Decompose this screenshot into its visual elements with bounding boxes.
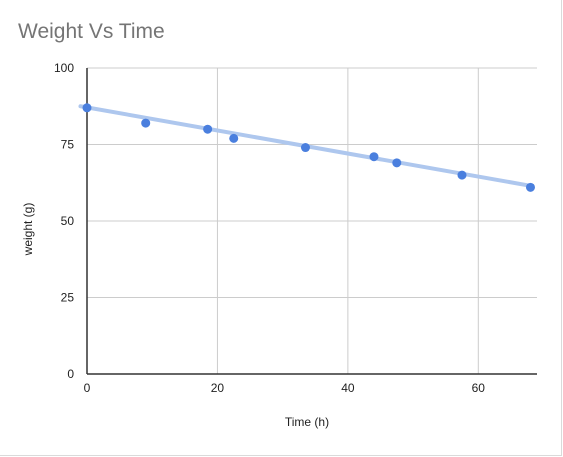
data-point-8 [525,182,535,192]
x-tick-label-20: 20 [211,381,225,395]
data-point-2 [203,124,213,134]
x-tick-label-0: 0 [84,381,91,395]
data-point-3 [229,133,239,143]
data-point-6 [392,158,402,168]
x-tick-label-60: 60 [472,381,486,395]
y-tick-label-0: 0 [67,367,74,381]
tick-labels: 0 25 50 75 100 0 20 40 60 [54,61,485,395]
y-tick-label-75: 75 [61,138,75,152]
data-point-1 [141,118,151,128]
y-axis-title: weight (g) [21,203,35,257]
y-tick-label-100: 100 [54,61,74,75]
data-point-5 [369,152,379,162]
data-point-4 [300,143,310,153]
x-axis-title: Time (h) [285,415,329,429]
gridlines [87,67,537,374]
x-tick-label-40: 40 [341,381,355,395]
axes [86,68,537,375]
data-point-7 [457,170,467,180]
y-tick-label-50: 50 [61,214,75,228]
data-point-0 [82,103,92,113]
chart-title: Weight Vs Time [18,20,165,43]
y-tick-label-25: 25 [61,291,75,305]
data-points [82,103,535,192]
